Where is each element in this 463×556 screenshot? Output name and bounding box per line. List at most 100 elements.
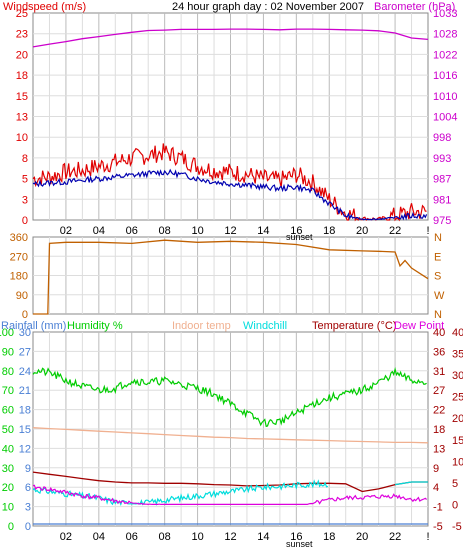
- direction-y-tick-label: 90: [16, 290, 28, 302]
- compass-tick-label: E: [434, 251, 441, 263]
- barometer-y-tick-label: 998: [433, 132, 451, 144]
- humidity-y-tick-label: 70: [2, 385, 14, 397]
- temperature-outer-y-tick-label: 40: [452, 327, 463, 339]
- temperature-y-tick-label: 13: [433, 443, 445, 455]
- wind-y-tick-label: 15: [16, 91, 28, 103]
- direction-y-tick-label: 0: [22, 309, 28, 321]
- compass-tick-label: W: [434, 290, 445, 302]
- wind-y-tick-label: 13: [16, 112, 28, 124]
- x-tick-label-top: 02: [60, 225, 72, 237]
- compass-tick-label: S: [434, 271, 441, 283]
- humidity-y-tick-label: 80: [2, 366, 14, 378]
- wind-y-tick-label: 10: [16, 132, 28, 144]
- barometer-line: [32, 28, 429, 48]
- barometer-y-tick-label: 1016: [433, 70, 457, 82]
- sunset-label-bottom: sunset: [286, 539, 313, 549]
- temperature-y-tick-label: 36: [433, 346, 445, 358]
- temperature-outer-y-tick-label: 25: [452, 392, 463, 404]
- windchill-line: [32, 479, 329, 507]
- x-tick-label-bottom: 04: [93, 531, 105, 543]
- temperature-outer-y-tick-label: 0: [452, 499, 458, 511]
- temperature-outer-y-tick-label: 35: [452, 349, 463, 361]
- humidity-y-tick-label: 30: [2, 463, 14, 475]
- humidity-line: [32, 366, 427, 428]
- temperature-y-tick-label: 27: [433, 385, 445, 397]
- x-tick-label-top: 22: [389, 225, 401, 237]
- barometer-y-tick-label: 987: [433, 174, 451, 186]
- temperature-y-tick-label: -5: [433, 521, 443, 533]
- wind-y-tick-label: 20: [16, 49, 28, 61]
- barometer-y-tick-label: 981: [433, 194, 451, 206]
- humidity-y-tick-label: 10: [2, 502, 14, 514]
- barometer-y-tick-label: 1022: [433, 49, 457, 61]
- x-tick-label-top: 06: [126, 225, 138, 237]
- x-tick-label-top: 18: [323, 225, 335, 237]
- wind-average-line: [32, 168, 428, 221]
- temperature-line: [32, 471, 428, 493]
- barometer-y-tick-label: 975: [433, 215, 451, 227]
- temperature-outer-y-tick-label: -5: [452, 521, 462, 533]
- x-tick-label-top: 08: [159, 225, 171, 237]
- indoor-temp-line: [32, 427, 429, 444]
- direction-y-tick-label: 360: [10, 232, 28, 244]
- wind-y-tick-label: 0: [22, 215, 28, 227]
- humidity-y-tick-label: 40: [2, 443, 14, 455]
- humidity-y-tick-label: 100: [0, 327, 14, 339]
- x-tick-label-top: 20: [356, 225, 368, 237]
- sunset-label-top: sunset: [286, 232, 313, 242]
- rainfall-y-tick-label: 30: [19, 327, 31, 339]
- series-layer: [32, 28, 429, 525]
- wind-direction-line: [33, 239, 429, 315]
- rainfall-y-tick-label: 6: [25, 482, 31, 494]
- tick-labels: 0202040406060808101012121414161618182020…: [0, 8, 463, 543]
- humidity-y-tick-label: 50: [2, 424, 14, 436]
- chart-title: 24 hour graph day : 02 November 2007: [172, 1, 364, 13]
- compass-tick-label: N: [434, 232, 442, 244]
- barometer-label: Barometer (hPa): [374, 1, 455, 13]
- indoor-temp-label: Indoor temp: [172, 320, 231, 332]
- x-tick-label-bottom: 20: [356, 531, 368, 543]
- rainfall-label: Rainfall (mm): [1, 320, 66, 332]
- windspeed-label: Windspeed (m/s): [3, 1, 86, 13]
- temperature-y-tick-label: 40: [433, 327, 445, 339]
- x-tick-label-top: !: [426, 225, 429, 237]
- x-tick-label-bottom: 14: [257, 531, 269, 543]
- temperature-outer-y-tick-label: 20: [452, 413, 463, 425]
- rainfall-y-tick-label: 27: [19, 346, 31, 358]
- x-tick-label-top: 12: [224, 225, 236, 237]
- dewpoint-label: Dew Point: [394, 320, 444, 332]
- x-tick-label-bottom: 10: [191, 531, 203, 543]
- rainfall-y-tick-label: 15: [19, 424, 31, 436]
- compass-tick-label: N: [434, 309, 442, 321]
- wind-y-tick-label: 8: [22, 153, 28, 165]
- x-tick-label-bottom: 08: [159, 531, 171, 543]
- temperature-y-tick-label: 31: [433, 366, 445, 378]
- temperature-y-tick-label: 4: [433, 482, 439, 494]
- rainfall-y-tick-label: 9: [25, 463, 31, 475]
- rainfall-y-tick-label: 3: [25, 502, 31, 514]
- direction-y-tick-label: 270: [10, 251, 28, 263]
- humidity-label: Humidity %: [67, 320, 123, 332]
- humidity-y-tick-label: 0: [8, 521, 14, 533]
- x-tick-label-top: 14: [257, 225, 269, 237]
- wind-y-tick-label: 5: [22, 174, 28, 186]
- temperature-y-tick-label: 18: [433, 424, 445, 436]
- x-tick-label-top: 16: [290, 225, 302, 237]
- temperature-outer-y-tick-label: 5: [452, 478, 458, 490]
- temperature-label: Temperature (°C): [312, 320, 396, 332]
- wind-y-tick-label: 25: [16, 8, 28, 20]
- humidity-y-tick-label: 20: [2, 482, 14, 494]
- rainfall-y-tick-label: 18: [19, 405, 31, 417]
- temperature-y-tick-label: -1: [433, 502, 443, 514]
- x-tick-label-bottom: 12: [224, 531, 236, 543]
- wind-y-tick-label: 18: [16, 70, 28, 82]
- x-tick-label-bottom: 22: [389, 531, 401, 543]
- dewpoint-line: [32, 484, 428, 506]
- barometer-y-tick-label: 1033: [433, 8, 457, 20]
- temperature-outer-y-tick-label: 30: [452, 370, 463, 382]
- temperature-y-tick-label: 22: [433, 405, 445, 417]
- humidity-y-tick-label: 60: [2, 405, 14, 417]
- windchill-line-end: [395, 481, 428, 486]
- x-tick-label-bottom: !: [426, 531, 429, 543]
